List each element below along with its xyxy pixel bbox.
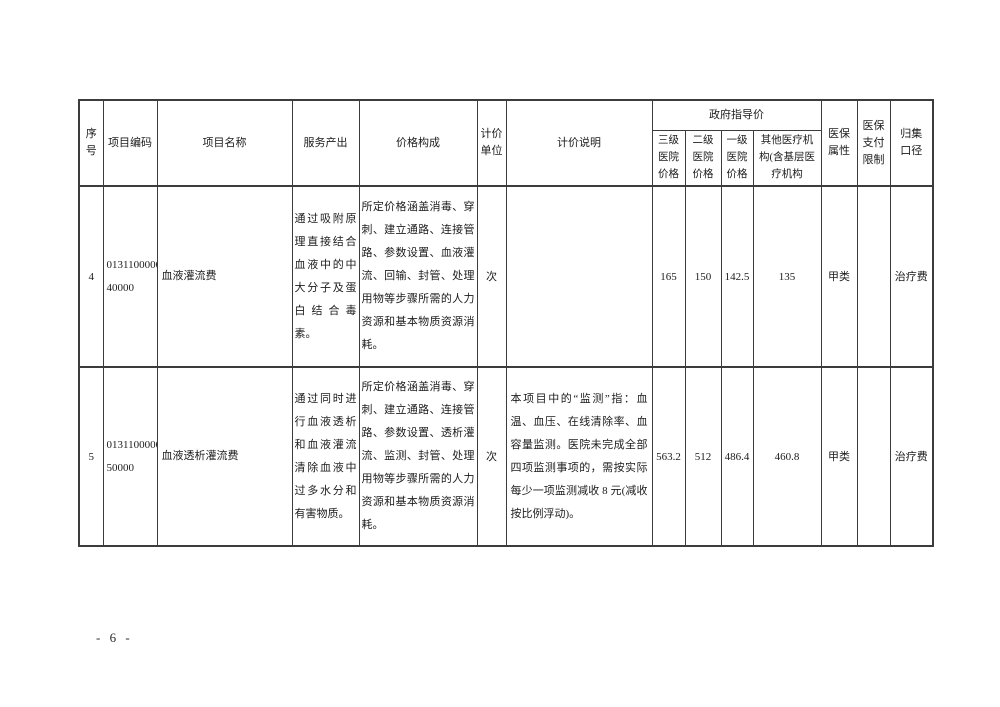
header-government-guide-price: 政府指导价: [651, 99, 822, 131]
cell-tier2-price: 512: [684, 366, 722, 547]
header-tier3-hospital-price: 三级医院价格: [651, 129, 686, 187]
header-tier1-hospital-price: 一级医院价格: [720, 129, 754, 187]
cell-tier1-price: 142.5: [720, 185, 754, 368]
header-other-institution-price: 其他医疗机构(含基层医疗机构: [752, 129, 822, 187]
header-tier2-hospital-price: 二级医院价格: [684, 129, 722, 187]
cell-tier3-price: 165: [651, 185, 686, 368]
header-price-composition: 价格构成: [358, 99, 478, 187]
cell-price-composition: 所定价格涵盖消毒、穿刺、建立通路、连接管路、参数设置、透析灌流、监测、封管、处理…: [358, 366, 478, 547]
cell-insurance-attr: 甲类: [820, 366, 858, 547]
header-collection-category: 归集口径: [889, 99, 934, 187]
header-project-name: 项目名称: [156, 99, 293, 187]
header-insurance-pay-limit: 医保支付限制: [856, 99, 891, 187]
cell-collection-category: 治疗费: [889, 366, 934, 547]
cell-insurance-pay-limit: [856, 366, 891, 547]
header-pricing-note: 计价说明: [505, 99, 653, 187]
header-service-output: 服务产出: [291, 99, 360, 187]
cell-project-name: 血液灌流费: [156, 185, 293, 368]
page-number: - 6 -: [96, 630, 133, 645]
cell-tier2-price: 150: [684, 185, 722, 368]
medical-service-price-table: 序号 项目编码 项目名称 服务产出 价格构成 计价单位 计价说明 政府指导价 医…: [78, 99, 934, 547]
header-seq: 序号: [78, 99, 104, 187]
header-project-code: 项目编码: [102, 99, 158, 187]
cell-other-price: 460.8: [752, 366, 822, 547]
cell-pricing-note: [505, 185, 653, 368]
table-row-item4: 4 0131100000 40000 血液灌流费 通过吸附原理直接结合血液中的中…: [78, 185, 934, 368]
cell-collection-category: 治疗费: [889, 185, 934, 368]
cell-tier1-price: 486.4: [720, 366, 754, 547]
cell-other-price: 135: [752, 185, 822, 368]
cell-project-code: 0131100000 40000: [102, 185, 158, 368]
header-insurance-attr: 医保属性: [820, 99, 858, 187]
cell-project-code: 0131100000 50000: [102, 366, 158, 547]
cell-insurance-attr: 甲类: [820, 185, 858, 368]
cell-service-output: 通过吸附原理直接结合血液中的中大分子及蛋白结合毒素。: [291, 185, 360, 368]
cell-insurance-pay-limit: [856, 185, 891, 368]
header-pricing-unit: 计价单位: [476, 99, 507, 187]
cell-pricing-unit: 次: [476, 366, 507, 547]
cell-seq: 5: [78, 366, 104, 547]
cell-tier3-price: 563.2: [651, 366, 686, 547]
table-row-item5: 5 0131100000 50000 血液透析灌流费 通过同时进行血液透析和血液…: [78, 366, 934, 547]
cell-service-output: 通过同时进行血液透析和血液灌流清除血液中过多水分和有害物质。: [291, 366, 360, 547]
cell-price-composition: 所定价格涵盖消毒、穿刺、建立通路、连接管路、参数设置、血液灌流、回输、封管、处理…: [358, 185, 478, 368]
cell-pricing-unit: 次: [476, 185, 507, 368]
cell-pricing-note: 本项目中的“监测”指：血温、血压、在线清除率、血容量监测。医院未完成全部四项监测…: [505, 366, 653, 547]
cell-project-name: 血液透析灌流费: [156, 366, 293, 547]
cell-seq: 4: [78, 185, 104, 368]
